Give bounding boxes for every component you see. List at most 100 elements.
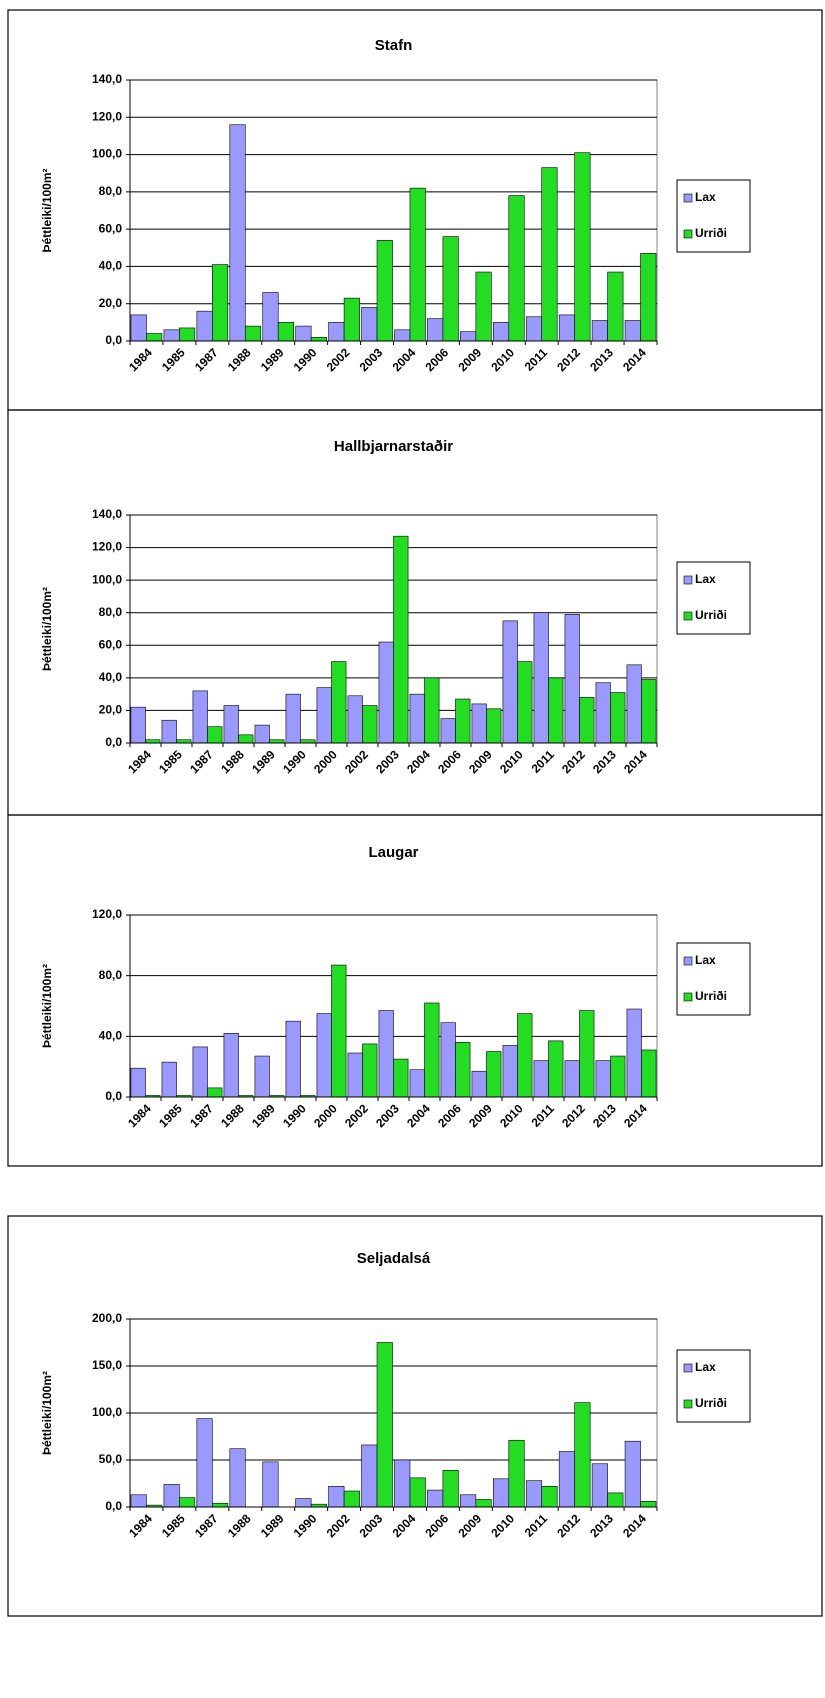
bar <box>361 307 378 342</box>
y-tick-label: 120,0 <box>92 109 122 123</box>
x-tick-label: 2012 <box>554 345 583 374</box>
bar <box>161 719 177 744</box>
y-tick-label: 0,0 <box>105 735 122 749</box>
bar <box>486 1051 502 1098</box>
bar <box>486 708 502 744</box>
bar <box>460 331 477 342</box>
bar <box>564 1060 580 1098</box>
legend-swatch <box>683 575 693 585</box>
x-tick-label: 1989 <box>249 747 278 776</box>
bar <box>223 1033 239 1098</box>
bar <box>460 1494 477 1508</box>
bar <box>343 1490 360 1508</box>
y-tick-label: 0,0 <box>105 1499 122 1513</box>
x-tick-label: 2009 <box>455 345 484 374</box>
bar <box>212 264 229 342</box>
legend-swatch <box>683 956 693 966</box>
y-tick-label: 140,0 <box>92 72 122 86</box>
y-tick-label: 120,0 <box>92 907 122 921</box>
bar <box>440 718 456 744</box>
x-tick-label: 2012 <box>559 1101 588 1130</box>
bar <box>517 661 533 744</box>
bar <box>525 316 543 342</box>
bar <box>393 535 409 744</box>
y-tick-label: 0,0 <box>105 333 122 347</box>
x-tick-label: 2003 <box>357 345 386 374</box>
x-tick-label: 2006 <box>422 345 451 374</box>
bar <box>347 1052 363 1098</box>
bar <box>229 124 246 342</box>
y-tick-label: 200,0 <box>92 1311 122 1325</box>
legend-swatch <box>683 229 693 239</box>
legend: Lax Urriði <box>676 561 751 635</box>
bar <box>196 310 213 342</box>
bar <box>378 1010 394 1098</box>
legend-swatch <box>683 1399 693 1409</box>
bar <box>517 1013 533 1098</box>
bar <box>207 1087 223 1098</box>
bar <box>591 1463 608 1508</box>
bar <box>579 697 595 744</box>
x-tick-label: 1988 <box>218 1101 247 1130</box>
bar <box>548 1040 564 1098</box>
bar <box>130 1067 146 1098</box>
bar <box>238 734 254 744</box>
x-tick-label: 2011 <box>529 1101 558 1130</box>
bar <box>471 1070 487 1098</box>
bar <box>362 1043 378 1098</box>
y-tick-label: 20,0 <box>99 296 123 310</box>
x-tick-label: 1984 <box>126 345 155 374</box>
bar <box>427 318 444 342</box>
panel-border <box>7 814 823 1167</box>
bar <box>212 1502 229 1508</box>
bar <box>533 612 549 744</box>
bar <box>361 1444 378 1508</box>
bar <box>455 1042 471 1098</box>
bar <box>262 292 279 342</box>
y-tick-label: 20,0 <box>99 703 123 717</box>
bar <box>207 726 223 744</box>
bar <box>376 240 393 342</box>
y-tick-label: 120,0 <box>92 540 122 554</box>
bar <box>179 1497 196 1508</box>
x-tick-label: 2013 <box>590 1101 619 1130</box>
x-tick-label: 2012 <box>559 747 588 776</box>
bar <box>376 1342 393 1508</box>
legend-box <box>676 942 751 1016</box>
bar <box>378 641 394 744</box>
bar <box>624 1440 641 1508</box>
x-tick-label: 2010 <box>488 1511 517 1540</box>
legend-label: Lax <box>695 1360 716 1374</box>
chart-panel: Laugar Þéttleiki/100m² 0,0 40,0 80,0 120,0 198… <box>7 814 823 1167</box>
x-tick-label: 2000 <box>311 747 340 776</box>
x-tick-label: 2009 <box>466 747 495 776</box>
x-tick-label: 2000 <box>311 1101 340 1130</box>
bar <box>394 1459 411 1508</box>
bar <box>442 236 459 342</box>
x-tick-label: 2003 <box>373 1101 402 1130</box>
bar <box>328 1486 345 1508</box>
chart-title: Stafn <box>375 37 413 54</box>
legend-box <box>676 1349 751 1423</box>
bar <box>130 1494 147 1508</box>
x-tick-label: 2013 <box>590 747 619 776</box>
legend-box <box>676 179 751 253</box>
bar <box>508 1439 525 1508</box>
bar <box>277 322 294 342</box>
x-tick-label: 2002 <box>342 1101 371 1130</box>
legend-label: Lax <box>695 953 716 967</box>
bar <box>394 329 411 342</box>
bar <box>607 271 624 342</box>
bar <box>196 1418 213 1508</box>
x-tick-label: 2004 <box>404 1101 433 1130</box>
y-axis-label: Þéttleiki/100m² <box>40 1371 54 1455</box>
bar <box>455 698 471 744</box>
bar <box>641 1049 657 1098</box>
y-axis-label: Þéttleiki/100m² <box>40 168 54 252</box>
x-tick-label: 2004 <box>390 345 419 374</box>
y-tick-label: 150,0 <box>92 1358 122 1372</box>
bar <box>595 1060 611 1098</box>
x-tick-label: 1990 <box>280 747 309 776</box>
legend-label: Lax <box>695 190 716 204</box>
